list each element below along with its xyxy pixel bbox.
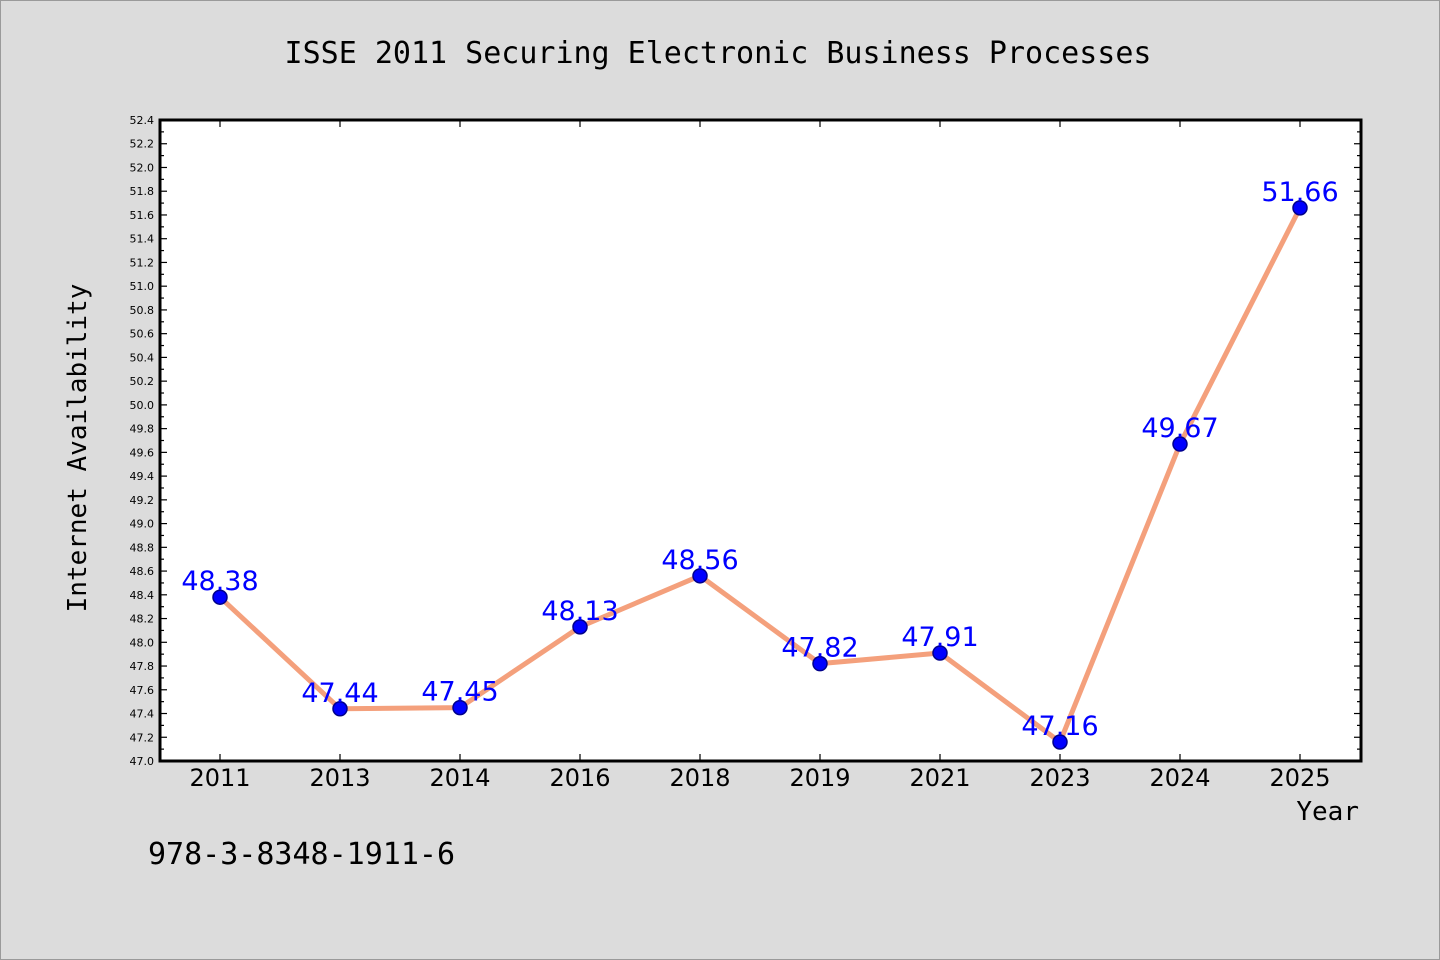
y-tick-label: 48.0 xyxy=(130,636,155,649)
y-tick-label: 50.2 xyxy=(130,375,155,388)
y-tick-label: 47.6 xyxy=(130,684,155,697)
data-point xyxy=(1172,436,1188,452)
x-tick-label: 2011 xyxy=(189,764,250,792)
y-tick-label: 48.8 xyxy=(130,541,155,554)
y-axis-label: Internet Availability xyxy=(63,284,93,613)
data-label: 47.82 xyxy=(781,633,858,664)
data-label: 48.38 xyxy=(181,566,258,597)
y-tick-label: 51.6 xyxy=(130,209,155,222)
y-tick-label: 47.4 xyxy=(130,708,155,721)
y-tick-label: 48.2 xyxy=(130,613,155,626)
data-label: 47.91 xyxy=(901,622,978,653)
y-tick-label: 49.6 xyxy=(130,446,155,459)
data-labels: 48.38 47.44 47.45 48.13 48.56 47.82 47.91 47.16… xyxy=(181,177,1338,742)
y-tick-label: 51.8 xyxy=(130,185,155,198)
data-point xyxy=(1052,734,1068,750)
data-label: 51.66 xyxy=(1261,177,1338,208)
data-point xyxy=(452,699,468,716)
y-tick-label: 52.0 xyxy=(130,161,155,174)
data-label: 47.16 xyxy=(1021,711,1098,742)
data-label: 47.44 xyxy=(301,678,378,709)
data-point xyxy=(932,645,948,661)
y-tick-label: 47.0 xyxy=(130,755,155,768)
x-tick-label: 2025 xyxy=(1269,764,1330,792)
data-label: 48.13 xyxy=(541,596,618,627)
plot-frame xyxy=(158,118,1363,763)
series-line xyxy=(218,206,1303,745)
y-tick-label: 50.8 xyxy=(130,304,155,317)
y-tick-label: 52.4 xyxy=(130,114,155,127)
y-tick-label: 47.8 xyxy=(130,660,155,673)
y-tick-label: 51.0 xyxy=(130,280,155,293)
y-tick-label: 51.2 xyxy=(130,256,155,269)
x-tick-label: 2013 xyxy=(309,764,370,792)
y-tick-label: 48.4 xyxy=(130,589,155,602)
data-point xyxy=(692,568,708,584)
data-label: 47.45 xyxy=(421,677,498,708)
y-tick-label: 47.2 xyxy=(130,731,155,744)
x-tick-label: 2018 xyxy=(669,764,730,792)
y-tick-label: 49.8 xyxy=(130,423,155,436)
y-tick-label: 49.2 xyxy=(130,494,155,507)
plot-area xyxy=(160,120,1361,761)
x-tick-label: 2016 xyxy=(549,764,610,792)
y-tick-label: 49.4 xyxy=(130,470,155,483)
x-axis-label: Year xyxy=(1296,797,1359,827)
data-point xyxy=(212,589,228,605)
y-tick-label: 49.0 xyxy=(130,518,155,531)
data-point xyxy=(332,701,348,717)
isbn-text: 978-3-8348-1911-6 xyxy=(148,837,455,872)
y-tick-label: 51.4 xyxy=(130,233,155,246)
y-tick-label: 52.2 xyxy=(130,138,155,151)
data-point xyxy=(1292,200,1308,216)
x-tick-label: 2024 xyxy=(1149,764,1210,792)
y-tick-label: 50.6 xyxy=(130,328,155,341)
x-tick-label: 2019 xyxy=(789,764,850,792)
data-label: 49.67 xyxy=(1141,413,1218,444)
data-point xyxy=(572,619,588,635)
data-point xyxy=(812,655,828,672)
x-axis: 2011 2013 2014 2016 2018 2019 2021 2023 2024 2025 xyxy=(189,120,1331,792)
y-tick-label: 48.6 xyxy=(130,565,155,578)
chart-title: ISSE 2011 Securing Electronic Business P… xyxy=(285,36,1152,71)
x-tick-label: 2023 xyxy=(1029,764,1090,792)
data-points xyxy=(212,200,1308,750)
data-label: 48.56 xyxy=(661,545,738,576)
y-tick-label: 50.4 xyxy=(130,351,155,364)
x-tick-label: 2014 xyxy=(429,764,490,792)
y-tick-label: 50.0 xyxy=(130,399,155,412)
x-tick-label: 2021 xyxy=(909,764,970,792)
